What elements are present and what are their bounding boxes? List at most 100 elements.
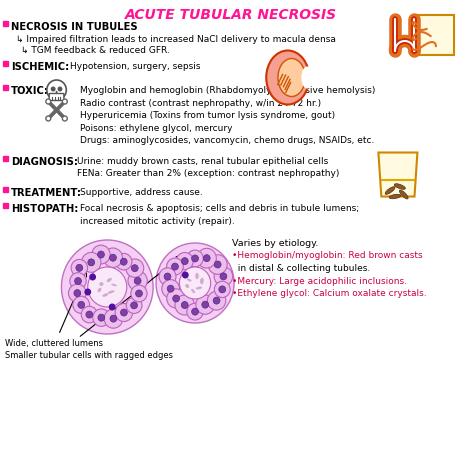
Circle shape [46,116,51,121]
Ellipse shape [200,278,204,284]
Circle shape [110,315,117,322]
Text: Focal necrosis & apoptosis; cells and debris in tubule lumens;: Focal necrosis & apoptosis; cells and de… [80,204,359,213]
Ellipse shape [100,282,103,286]
Text: Poisons: ethylene glycol, mercury: Poisons: ethylene glycol, mercury [80,124,232,133]
Circle shape [92,245,110,264]
Circle shape [47,80,66,100]
Circle shape [115,303,133,321]
Circle shape [109,254,117,261]
Circle shape [167,258,183,275]
Circle shape [187,250,203,267]
Circle shape [70,273,86,290]
Text: Hyperuricemia (Toxins from tumor lysis syndrome, gout): Hyperuricemia (Toxins from tumor lysis s… [80,111,335,120]
Ellipse shape [278,58,305,97]
Polygon shape [378,153,418,197]
Circle shape [191,308,199,315]
Text: ↳ Impaired filtration leads to increased NaCl delivery to macula densa: ↳ Impaired filtration leads to increased… [16,35,336,44]
Ellipse shape [191,289,195,293]
Circle shape [89,273,96,281]
Circle shape [173,295,180,302]
Text: •Mercury: Large acidophilic inclusions.: •Mercury: Large acidophilic inclusions. [232,276,407,285]
Bar [3,21,8,26]
Text: Varies by etiology.: Varies by etiology. [232,239,319,248]
Text: TREATMENT:: TREATMENT: [11,188,82,198]
Circle shape [175,295,194,315]
Circle shape [131,264,138,272]
Text: increased mitotic activity (repair).: increased mitotic activity (repair). [80,217,235,226]
Circle shape [167,285,174,292]
Circle shape [71,259,88,276]
Circle shape [214,261,221,268]
Circle shape [88,259,95,266]
Ellipse shape [400,190,408,199]
Circle shape [98,314,105,321]
Bar [3,61,8,65]
Text: ↳ TGM feedback & reduced GFR.: ↳ TGM feedback & reduced GFR. [21,46,170,55]
Bar [3,203,8,208]
Circle shape [86,311,93,318]
Circle shape [131,302,137,309]
Circle shape [208,255,227,274]
Circle shape [131,285,147,302]
Circle shape [182,272,189,279]
Circle shape [128,271,147,291]
Circle shape [98,251,104,258]
Circle shape [159,268,176,285]
Circle shape [68,284,86,302]
Ellipse shape [98,288,101,292]
Circle shape [126,297,142,313]
Circle shape [202,301,209,308]
Circle shape [176,253,193,270]
FancyBboxPatch shape [49,93,64,100]
Ellipse shape [389,194,401,199]
Text: Myoglobin and hemoglobin (Rhabdomyolysis/massive hemolysis): Myoglobin and hemoglobin (Rhabdomyolysis… [80,86,375,95]
Circle shape [82,253,101,272]
Ellipse shape [196,287,202,290]
Circle shape [74,290,81,297]
Text: •Ethylene glycol: Calcium oxalate crystals.: •Ethylene glycol: Calcium oxalate crysta… [232,289,427,298]
Circle shape [84,289,91,295]
Ellipse shape [111,284,117,286]
Circle shape [134,277,141,284]
Ellipse shape [108,291,115,294]
Circle shape [214,267,233,286]
Circle shape [203,255,210,262]
Bar [3,85,8,90]
Text: DIAGNOSIS:: DIAGNOSIS: [11,156,78,166]
Ellipse shape [107,278,112,282]
Circle shape [213,297,220,304]
Text: FENa: Greater than 2% (exception: contrast nephropathy): FENa: Greater than 2% (exception: contra… [77,169,339,178]
Text: ACUTE TUBULAR NECROSIS: ACUTE TUBULAR NECROSIS [125,8,337,22]
Circle shape [93,309,110,327]
Ellipse shape [102,293,109,297]
Circle shape [162,280,180,298]
Circle shape [103,248,122,267]
Bar [3,155,8,161]
Circle shape [191,255,199,262]
Circle shape [220,273,227,280]
Circle shape [167,289,185,308]
Text: Supportive, address cause.: Supportive, address cause. [80,188,203,197]
Text: •Hemoglobin/myoglobin: Red brown casts: •Hemoglobin/myoglobin: Red brown casts [232,252,423,261]
Ellipse shape [394,184,405,189]
Circle shape [63,116,67,121]
Circle shape [63,99,67,104]
Circle shape [104,309,123,328]
Circle shape [164,273,171,280]
Circle shape [219,286,226,293]
Circle shape [120,309,128,316]
Circle shape [76,264,83,271]
Circle shape [51,86,55,91]
Ellipse shape [385,187,395,194]
Text: Urine: muddy brown casts, renal tubular epithelial cells: Urine: muddy brown casts, renal tubular … [77,156,328,165]
Text: NECROSIS IN TUBULES: NECROSIS IN TUBULES [11,22,137,32]
Ellipse shape [301,66,313,89]
Circle shape [207,291,226,310]
Ellipse shape [187,279,191,282]
Ellipse shape [195,273,199,279]
Circle shape [187,303,203,320]
Circle shape [46,99,51,104]
Circle shape [156,243,234,323]
FancyBboxPatch shape [419,15,455,55]
Text: ISCHEMIC:: ISCHEMIC: [11,62,69,72]
